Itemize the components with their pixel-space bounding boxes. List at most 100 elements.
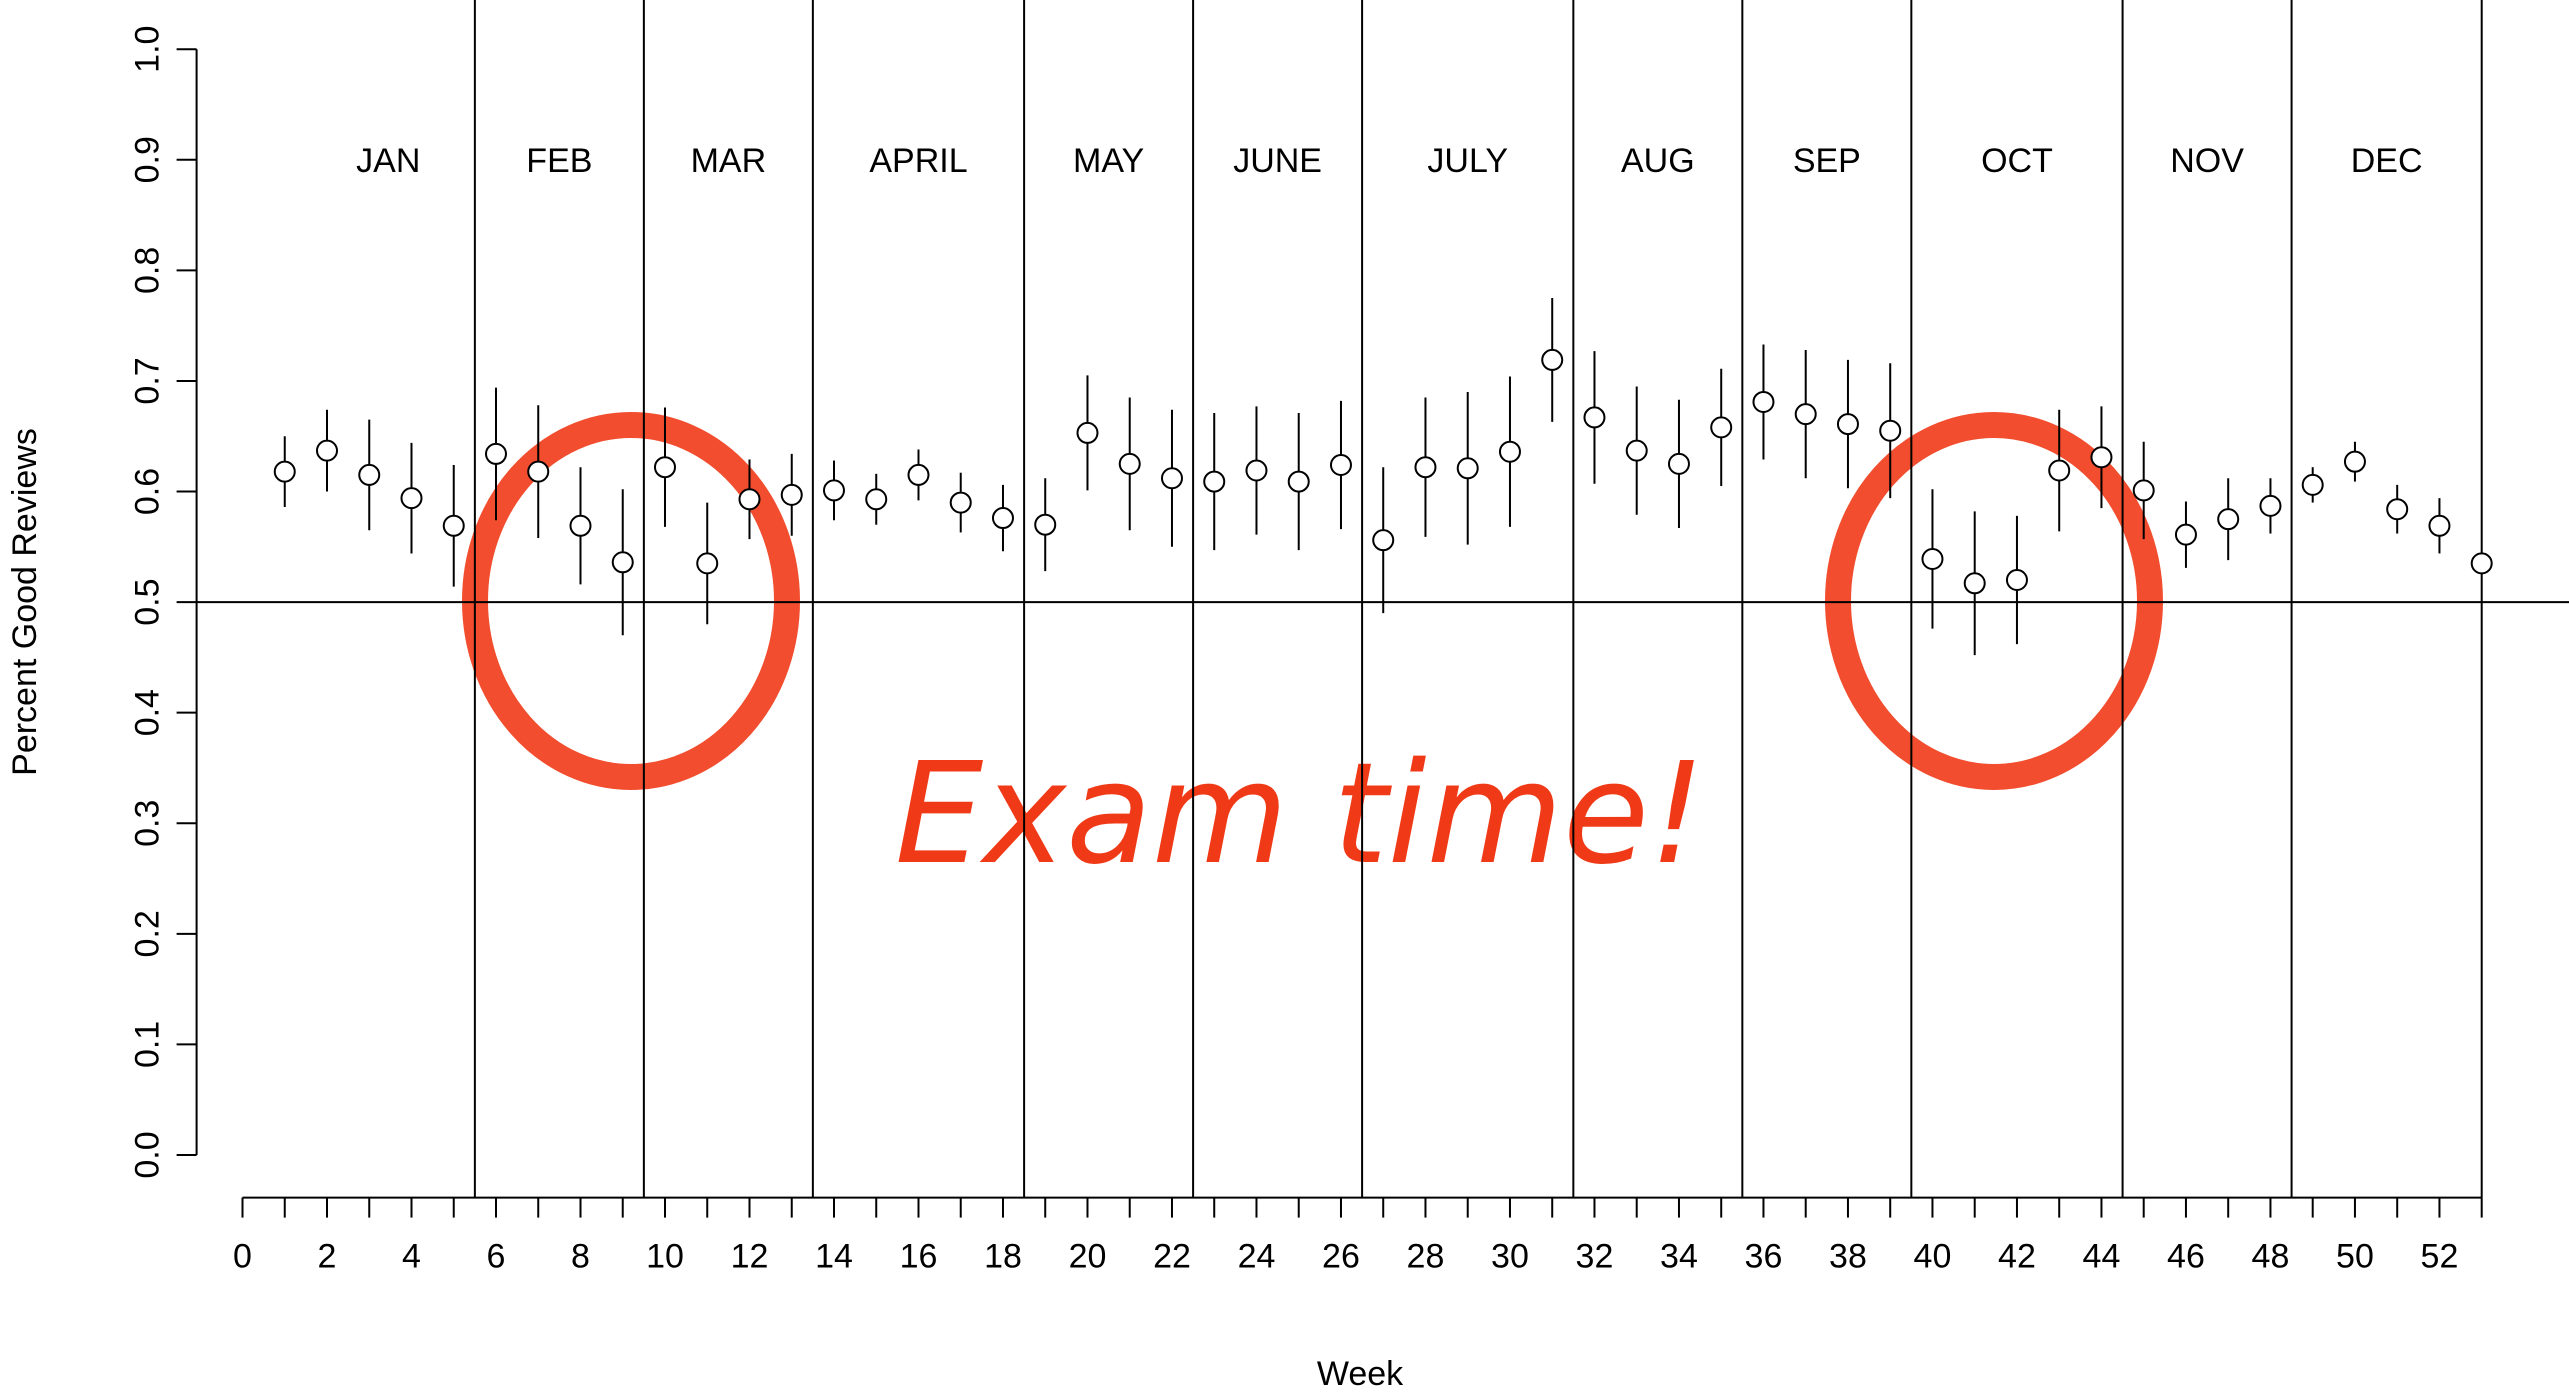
point bbox=[1076, 421, 1099, 444]
x-tick-label: 38 bbox=[1829, 1238, 1867, 1276]
month-label: APRIL bbox=[869, 142, 967, 180]
point bbox=[527, 460, 550, 483]
month-label: SEP bbox=[1793, 142, 1861, 180]
point bbox=[1498, 440, 1521, 463]
point bbox=[484, 442, 507, 465]
point bbox=[1034, 513, 1057, 536]
point bbox=[442, 514, 465, 537]
x-tick-label: 20 bbox=[1069, 1238, 1107, 1276]
x-tick-label: 4 bbox=[402, 1238, 421, 1276]
y-axis-label: Percent Good Reviews bbox=[6, 428, 44, 776]
month-label: JUNE bbox=[1233, 142, 1322, 180]
point bbox=[2090, 446, 2113, 469]
point bbox=[1836, 413, 1859, 436]
x-tick-label: 16 bbox=[900, 1238, 938, 1276]
y-tick-label: 0.5 bbox=[129, 578, 167, 625]
x-tick-label: 18 bbox=[984, 1238, 1022, 1276]
y-tick-label: 1.0 bbox=[129, 26, 167, 73]
point bbox=[2470, 552, 2493, 575]
point bbox=[2174, 523, 2197, 546]
month-label: MAY bbox=[1073, 142, 1144, 180]
point bbox=[1583, 406, 1606, 429]
x-tick-label: 12 bbox=[731, 1238, 769, 1276]
point bbox=[738, 488, 761, 511]
point bbox=[273, 460, 296, 483]
x-tick-label: 26 bbox=[1322, 1238, 1360, 1276]
point bbox=[315, 439, 338, 462]
point bbox=[653, 456, 676, 479]
highlight-circle bbox=[1825, 412, 2163, 790]
y-tick-label: 0.9 bbox=[129, 136, 167, 183]
point bbox=[2132, 479, 2155, 502]
y-tick-label: 0.1 bbox=[129, 1021, 167, 1068]
point bbox=[2217, 508, 2240, 531]
point bbox=[1287, 470, 1310, 493]
x-tick-label: 44 bbox=[2083, 1238, 2121, 1276]
point bbox=[611, 551, 634, 574]
y-tick-label: 0.6 bbox=[129, 468, 167, 515]
y-tick-label: 0.8 bbox=[129, 247, 167, 294]
point bbox=[1921, 547, 1944, 570]
point bbox=[1625, 439, 1648, 462]
point bbox=[1456, 457, 1479, 480]
point bbox=[1710, 416, 1733, 439]
x-tick-label: 50 bbox=[2336, 1238, 2374, 1276]
point bbox=[1118, 452, 1141, 475]
point bbox=[1372, 529, 1395, 552]
y-tick-label: 0.2 bbox=[129, 910, 167, 957]
point bbox=[1160, 467, 1183, 490]
month-label: NOV bbox=[2170, 142, 2244, 180]
x-tick-label: 14 bbox=[815, 1238, 853, 1276]
x-tick-label: 36 bbox=[1745, 1238, 1783, 1276]
x-tick-label: 30 bbox=[1491, 1238, 1529, 1276]
x-tick-label: 28 bbox=[1407, 1238, 1445, 1276]
point bbox=[569, 514, 592, 537]
point bbox=[2005, 568, 2028, 591]
y-tick-label: 0.7 bbox=[129, 357, 167, 404]
month-label: JULY bbox=[1427, 142, 1508, 180]
x-tick-label: 22 bbox=[1153, 1238, 1191, 1276]
y-tick-label: 0.0 bbox=[129, 1131, 167, 1178]
point bbox=[1879, 419, 1902, 442]
point bbox=[949, 491, 972, 514]
point bbox=[2259, 494, 2282, 517]
x-tick-label: 10 bbox=[646, 1238, 684, 1276]
y-tick-label: 0.4 bbox=[129, 689, 167, 736]
month-label: FEB bbox=[526, 142, 592, 180]
annotation: Exam time! bbox=[895, 733, 1705, 896]
point bbox=[2386, 498, 2409, 521]
point bbox=[2301, 473, 2324, 496]
point bbox=[1245, 459, 1268, 482]
point bbox=[991, 507, 1014, 530]
month-label: MAR bbox=[691, 142, 767, 180]
x-tick-label: 42 bbox=[1998, 1238, 2036, 1276]
x-tick-label: 24 bbox=[1238, 1238, 1276, 1276]
x-tick-label: 46 bbox=[2167, 1238, 2205, 1276]
x-tick-label: 32 bbox=[1576, 1238, 1614, 1276]
point bbox=[1963, 572, 1986, 595]
point bbox=[780, 483, 803, 506]
x-tick-label: 8 bbox=[571, 1238, 590, 1276]
point bbox=[696, 552, 719, 575]
month-label: OCT bbox=[1981, 142, 2053, 180]
month-label: JAN bbox=[356, 142, 420, 180]
month-label: DEC bbox=[2351, 142, 2423, 180]
point bbox=[1414, 456, 1437, 479]
point bbox=[907, 463, 930, 486]
x-axis-label: Week bbox=[1317, 1355, 1404, 1393]
point bbox=[1794, 403, 1817, 426]
point bbox=[822, 479, 845, 502]
x-tick-label: 2 bbox=[318, 1238, 337, 1276]
point bbox=[1541, 348, 1564, 371]
point bbox=[2428, 514, 2451, 537]
point bbox=[1329, 453, 1352, 476]
point bbox=[2343, 450, 2366, 473]
x-tick-label: 40 bbox=[1914, 1238, 1952, 1276]
x-tick-label: 0 bbox=[233, 1238, 252, 1276]
y-tick-label: 0.3 bbox=[129, 800, 167, 847]
point bbox=[1203, 470, 1226, 493]
highlight-circle bbox=[462, 412, 800, 790]
x-tick-label: 6 bbox=[487, 1238, 506, 1276]
point bbox=[2048, 459, 2071, 482]
